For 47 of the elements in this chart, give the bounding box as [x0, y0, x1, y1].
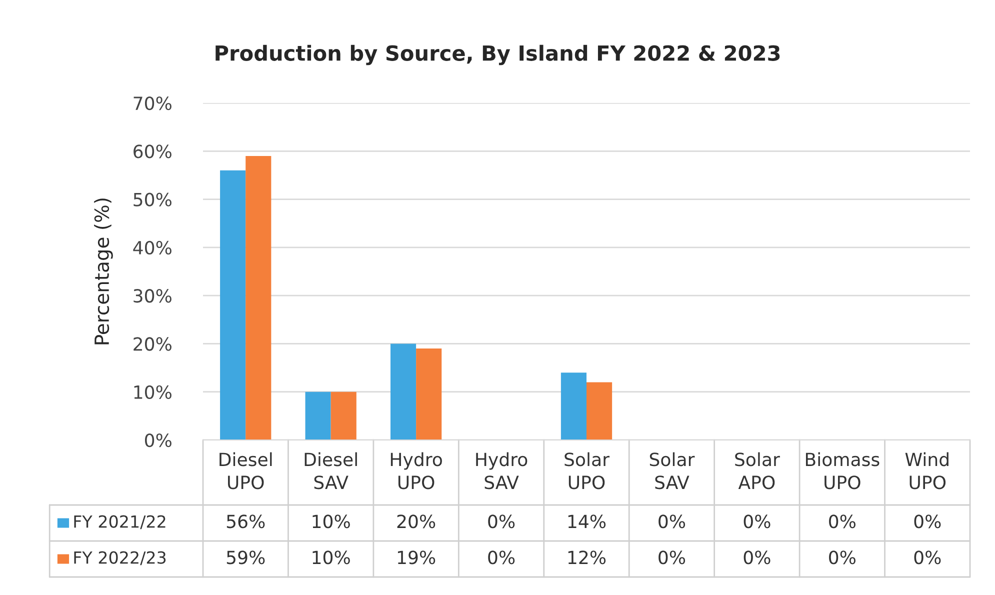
y-tick-label: 30% — [134, 289, 172, 303]
data-label: 0% — [829, 550, 856, 564]
data-label: 20% — [397, 514, 436, 528]
y-tick-label: 70% — [134, 96, 172, 110]
x-tick-label: Solar UPO — [564, 452, 610, 490]
data-label: 0% — [488, 550, 515, 564]
data-label: 0% — [829, 514, 856, 528]
data-label: 19% — [398, 550, 436, 564]
y-tick-label: 20% — [134, 337, 172, 351]
data-label: 10% — [312, 514, 350, 528]
legend-label: FY 2021/22 — [74, 515, 166, 530]
bar — [586, 382, 612, 440]
data-label: 0% — [658, 514, 686, 528]
data-label: 59% — [226, 550, 265, 564]
bar — [416, 348, 442, 440]
y-tick-label: 50% — [134, 192, 172, 206]
data-label: 0% — [744, 550, 770, 564]
y-tick-label: 0% — [144, 433, 172, 448]
bar — [220, 170, 246, 440]
x-tick-label: Biomass UPO — [806, 452, 880, 490]
x-tick-label: Hydro SAV — [476, 452, 528, 490]
data-label: 12% — [568, 550, 606, 564]
y-tick-label: 40% — [133, 240, 172, 255]
x-tick-label: Diesel UPO — [220, 452, 272, 490]
x-tick-label: Solar SAV — [650, 452, 695, 490]
legend-label: FY 2022/23 — [74, 551, 166, 566]
bar — [305, 392, 331, 440]
chart-title: Production by Source, By Island FY 2022 & 2023 — [216, 44, 780, 66]
data-label: 0% — [658, 550, 686, 564]
data-label: 10% — [312, 550, 350, 564]
y-tick-label: 10% — [134, 385, 172, 399]
bar — [390, 344, 416, 440]
x-tick-label: Wind UPO — [905, 452, 948, 490]
bar — [330, 392, 356, 440]
x-tick-label: Diesel SAV — [304, 452, 357, 490]
data-label: 0% — [914, 550, 941, 564]
data-label: 56% — [226, 514, 265, 528]
data-label: 0% — [744, 514, 770, 528]
x-tick-label: Solar APO — [735, 452, 780, 490]
data-label: 14% — [568, 514, 606, 528]
data-label: 0% — [914, 514, 941, 528]
bar — [246, 156, 272, 440]
data-label: 0% — [488, 514, 515, 528]
x-tick-label: Hydro UPO — [390, 452, 442, 490]
y-axis-title: Percentage (%) — [94, 198, 113, 344]
bar — [560, 372, 586, 440]
y-tick-label: 60% — [134, 144, 172, 158]
